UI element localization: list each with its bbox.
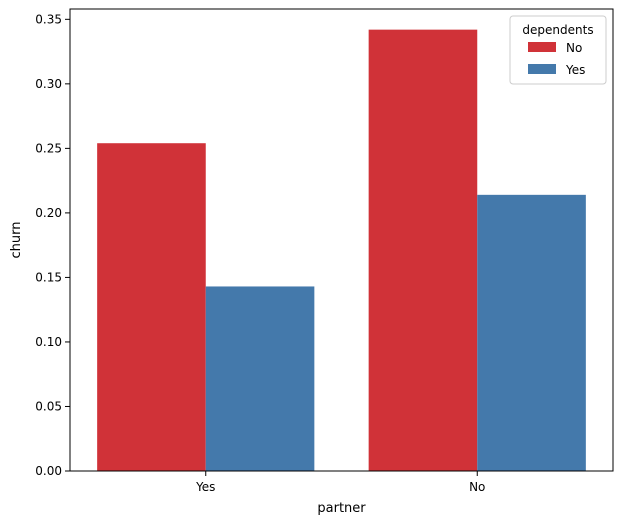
y-tick-label: 0.30 — [35, 77, 62, 91]
bars-layer — [97, 29, 586, 472]
plot-frame — [69, 8, 614, 472]
legend: dependents No Yes — [509, 15, 607, 85]
y-axis: 0.00 0.05 0.10 0.15 0.20 0.25 0.30 0.35 — [35, 12, 70, 478]
y-tick-label: 0.25 — [35, 141, 62, 155]
legend-label-yes: Yes — [565, 63, 585, 77]
y-tick-label: 0.35 — [35, 12, 62, 26]
legend-swatch-yes — [528, 64, 556, 74]
legend-title: dependents — [522, 23, 593, 37]
legend-swatch-no — [528, 42, 556, 52]
bar-yes-no — [477, 194, 586, 471]
y-tick-label: 0.20 — [35, 206, 62, 220]
bar-no-no — [368, 29, 478, 472]
legend-label-no: No — [566, 41, 582, 55]
y-tick-label: 0.05 — [35, 399, 62, 413]
x-axis-label: partner — [317, 501, 366, 516]
y-tick-label: 0.10 — [35, 335, 62, 349]
x-axis: Yes No — [195, 471, 485, 494]
y-tick-label: 0.00 — [35, 464, 62, 478]
x-tick-label: Yes — [195, 480, 215, 494]
x-tick-label: No — [469, 480, 485, 494]
axes-layer — [69, 8, 614, 472]
y-axis-label: churn — [9, 222, 24, 259]
bar-yes-yes — [205, 286, 315, 471]
bar-no-yes — [97, 143, 206, 472]
y-tick-label: 0.15 — [35, 270, 62, 284]
